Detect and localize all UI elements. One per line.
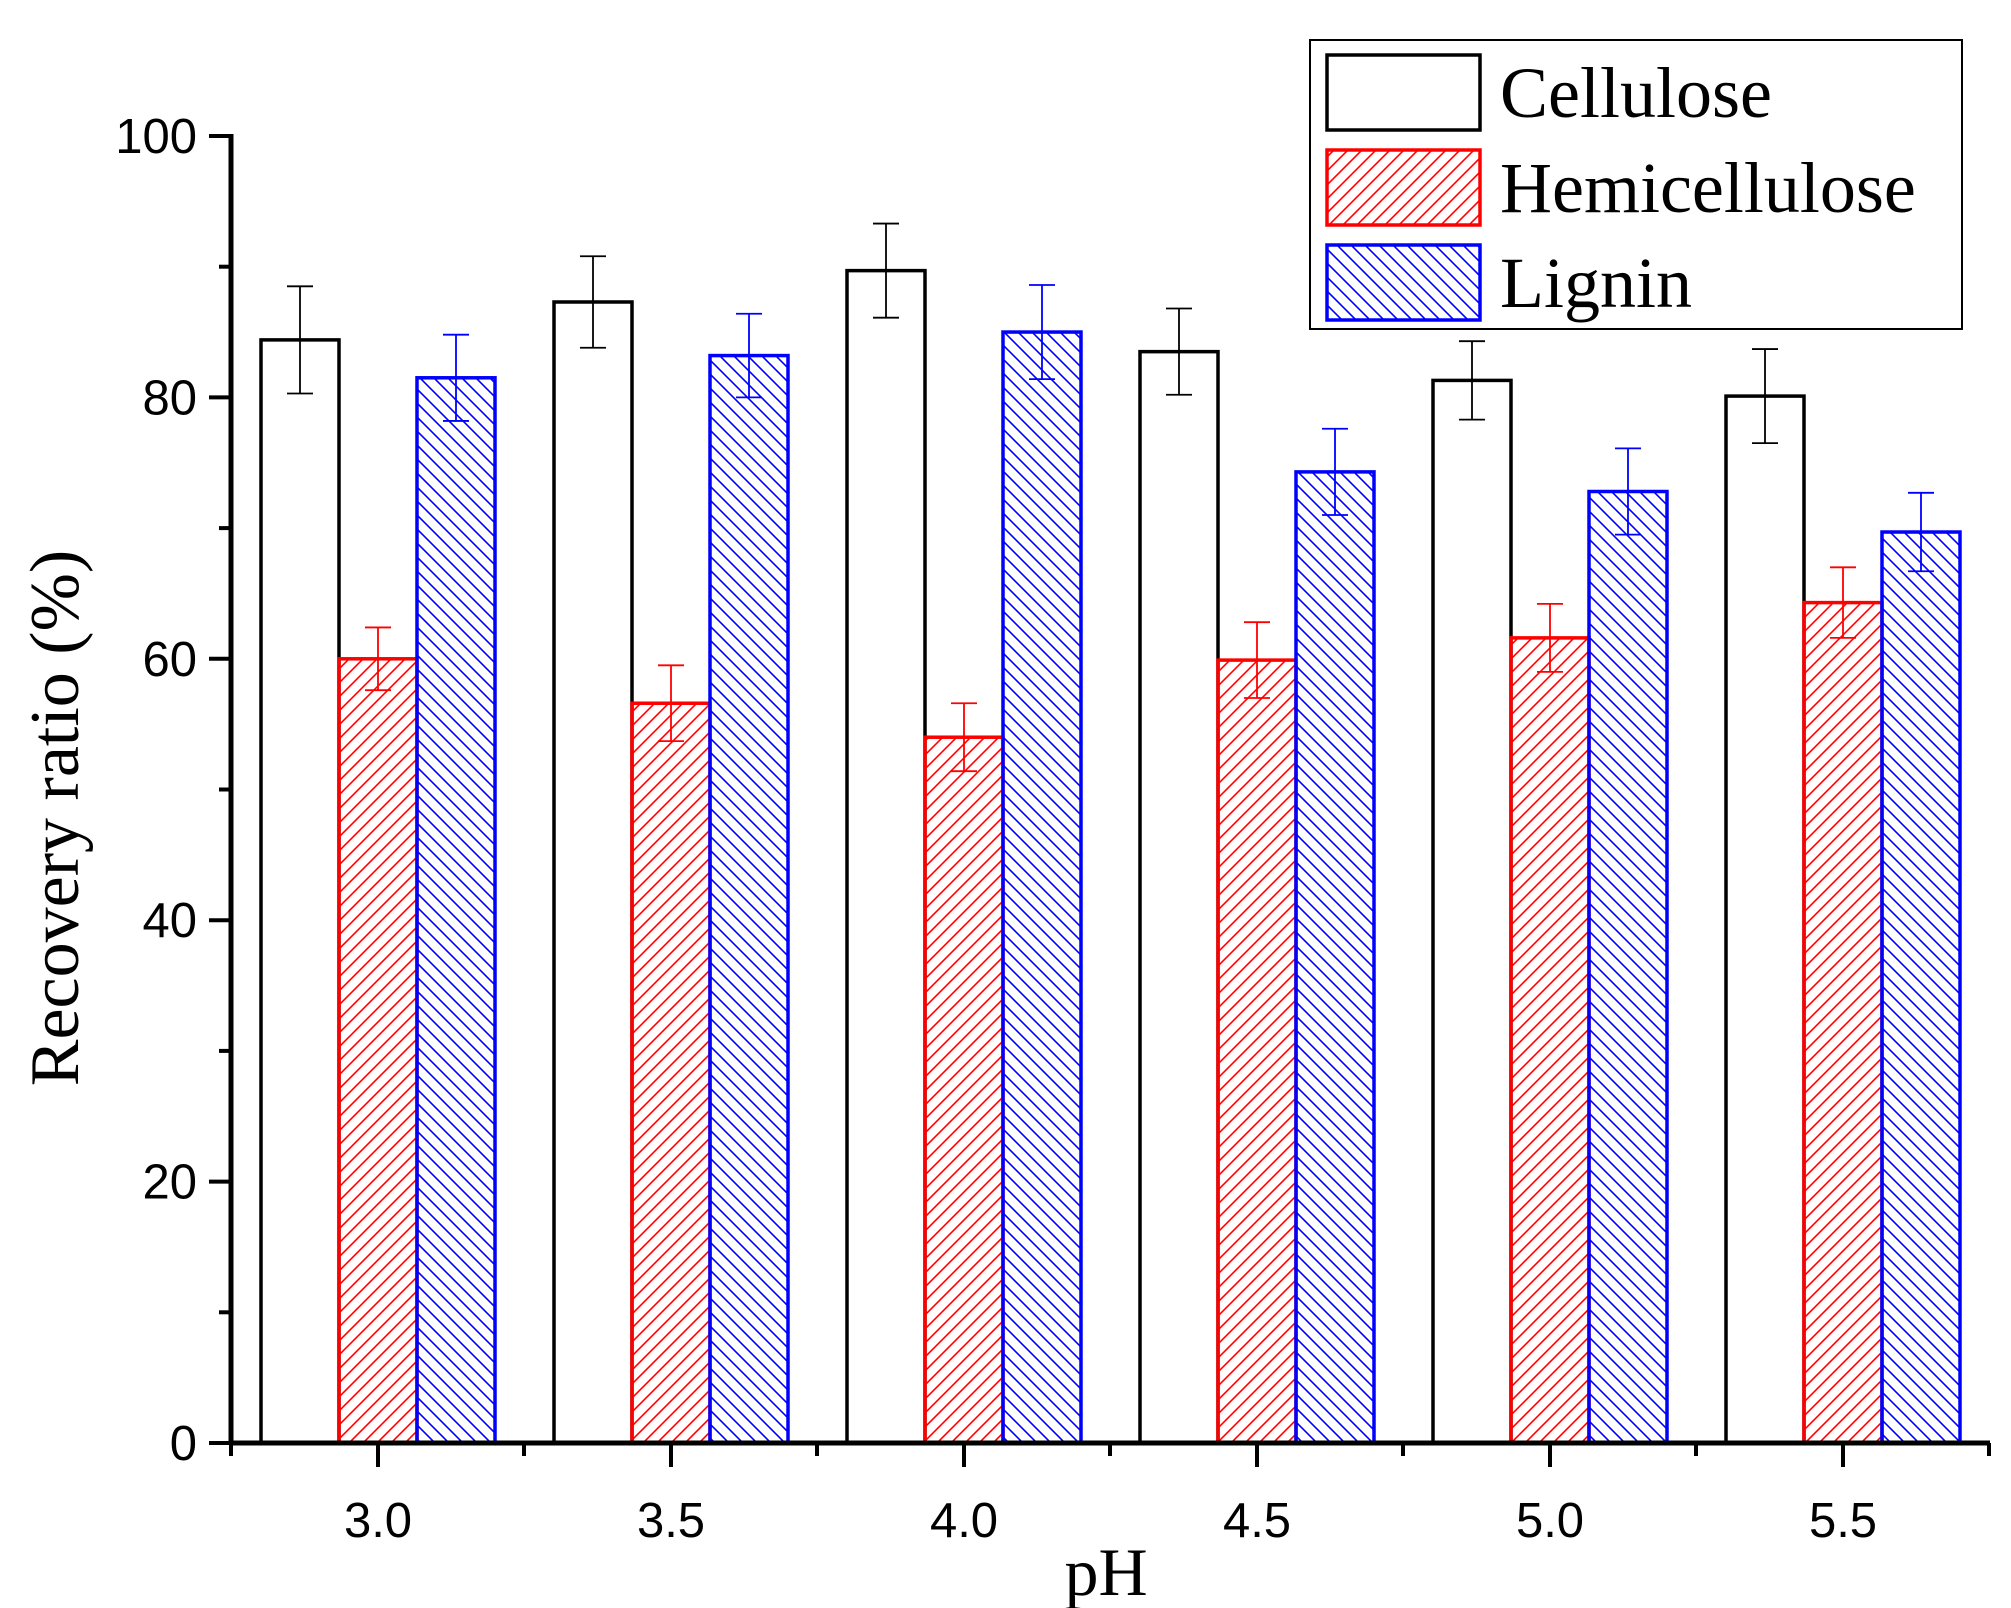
bar-lignin-5.5 xyxy=(1880,530,1962,1445)
y-tick-label-0: 0 xyxy=(170,1417,197,1471)
legend: Cellulose Hemicellulose Lignin xyxy=(1309,39,1963,330)
legend-label-lignin: Lignin xyxy=(1500,243,1692,323)
legend-swatch-lignin xyxy=(1325,243,1482,322)
bar-lignin-5.0 xyxy=(1587,489,1669,1445)
bar-lignin-3.0 xyxy=(415,376,497,1445)
bar-cellulose-3.5 xyxy=(552,300,634,1445)
y-tick-label-60: 60 xyxy=(142,633,197,687)
y-tick-label-40: 40 xyxy=(142,894,197,948)
legend-label-hemicellulose: Hemicellulose xyxy=(1500,148,1916,228)
x-tick-label-3.5: 3.5 xyxy=(637,1494,705,1548)
y-axis-title: Recovery ratio (%) xyxy=(17,550,94,1086)
plot-area: 0 20 40 60 80 100 3.0 3.5 4.0 4.5 5.0 5.5 xyxy=(115,110,1991,1548)
bar-cellulose-5.0 xyxy=(1431,378,1513,1445)
bar-lignin-3.5 xyxy=(708,353,790,1445)
bar-hemicellulose-5.0 xyxy=(1509,636,1591,1445)
bar-hemicellulose-4.0 xyxy=(923,735,1005,1445)
bar-cellulose-4.5 xyxy=(1138,349,1220,1445)
y-tick-label-100: 100 xyxy=(115,110,197,164)
bar-hemicellulose-3.5 xyxy=(630,701,712,1445)
bar-lignin-4.0 xyxy=(1001,330,1083,1445)
bar-cellulose-3.0 xyxy=(259,338,341,1445)
legend-swatch-hemicellulose xyxy=(1325,148,1482,227)
legend-swatch-cellulose xyxy=(1325,53,1482,132)
bar-cellulose-4.0 xyxy=(845,268,927,1445)
legend-label-cellulose: Cellulose xyxy=(1500,53,1772,133)
x-axis-title: pH xyxy=(1064,1534,1147,1608)
x-tick-label-4.0: 4.0 xyxy=(930,1494,998,1548)
bar-lignin-4.5 xyxy=(1294,470,1376,1445)
x-tick-label-5.0: 5.0 xyxy=(1516,1494,1584,1548)
bar-cellulose-5.5 xyxy=(1724,394,1806,1445)
x-tick-label-3.0: 3.0 xyxy=(344,1494,412,1548)
bar-hemicellulose-5.5 xyxy=(1802,600,1884,1445)
bar-hemicellulose-4.5 xyxy=(1216,658,1298,1445)
y-tick-label-20: 20 xyxy=(142,1156,197,1210)
x-tick-label-5.5: 5.5 xyxy=(1809,1494,1877,1548)
x-tick-label-4.5: 4.5 xyxy=(1223,1494,1291,1548)
bar-hemicellulose-3.0 xyxy=(337,657,419,1445)
y-tick-label-80: 80 xyxy=(142,371,197,425)
